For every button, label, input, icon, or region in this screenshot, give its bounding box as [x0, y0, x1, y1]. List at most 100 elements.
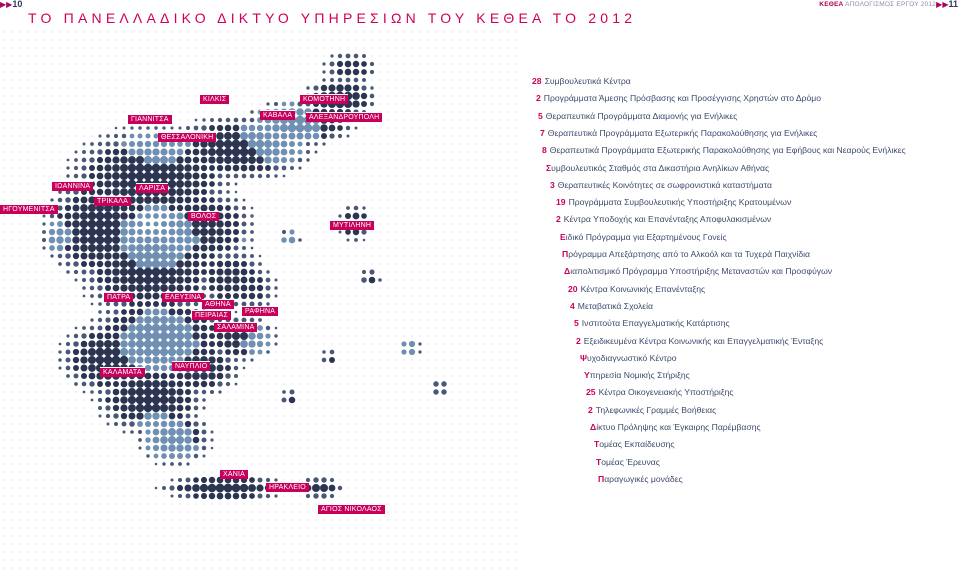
map-dot [113, 413, 119, 419]
map-dot [352, 100, 360, 108]
map-dot [128, 380, 136, 388]
map-dot [167, 435, 177, 445]
right-page-number: ▶▶11 [936, 0, 958, 9]
map-dot [408, 348, 416, 356]
map-dot [177, 453, 183, 459]
map-dot [311, 483, 321, 493]
map-dot [255, 147, 265, 157]
service-label: Μεταβατικά Σχολεία [577, 300, 653, 311]
map-dot [152, 420, 160, 428]
map-dot [306, 158, 310, 162]
map-dot [280, 156, 288, 164]
map-dot [104, 156, 112, 164]
map-dot [208, 348, 216, 356]
map-dot [151, 403, 161, 413]
map-dot [185, 477, 191, 483]
map-dot [103, 355, 113, 365]
map-dot [201, 285, 207, 291]
map-dot [298, 166, 302, 170]
map-dot [225, 197, 231, 203]
map-dot [89, 285, 95, 291]
map-dot [224, 228, 232, 236]
map-dot [160, 284, 168, 292]
map-dot [320, 84, 328, 92]
map-dot [216, 260, 224, 268]
map-dot [58, 350, 62, 354]
map-dot [104, 172, 112, 180]
map-dot [170, 478, 174, 482]
service-label: Θεραπευτικά Προγράμματα Διαμονής για Ενή… [545, 110, 738, 121]
map-dot [234, 182, 238, 186]
map-dot [208, 332, 216, 340]
map-dot [232, 292, 240, 300]
city-label: ΝΑΥΠΛΙΟ [172, 361, 211, 371]
map-dot [95, 219, 105, 229]
city-label: ΙΩΑΝΝΙΝΑ [52, 181, 94, 191]
map-dot [240, 124, 248, 132]
map-dot [104, 188, 112, 196]
map-dot [240, 268, 248, 276]
map-dot [249, 493, 255, 499]
map-dot [248, 284, 256, 292]
map-dot [240, 284, 248, 292]
map-dot [200, 372, 208, 380]
map-dot [136, 348, 144, 356]
map-dot [74, 150, 78, 154]
double-chevron-icon: ▶▶ [0, 0, 13, 9]
map-dot [193, 453, 199, 459]
map-dot [151, 395, 161, 405]
map-dot [175, 171, 185, 181]
map-dot [128, 308, 136, 316]
map-dot [306, 86, 310, 90]
map-dot [256, 484, 264, 492]
map-dot [216, 244, 224, 252]
map-dot [90, 398, 94, 402]
map-dot [104, 276, 112, 284]
service-item: Ψυχοδιαγνωστικό Κέντρο [580, 353, 677, 364]
map-dot [184, 276, 192, 284]
map-dot [224, 124, 232, 132]
map-dot [97, 325, 103, 331]
map-dot [185, 413, 191, 419]
map-dot [217, 173, 223, 179]
map-dot [160, 364, 168, 372]
map-dot [128, 244, 136, 252]
map-dot [241, 229, 247, 235]
map-dot [176, 252, 184, 260]
map-dot [112, 332, 120, 340]
map-dot [247, 139, 257, 149]
map-dot [114, 126, 118, 130]
map-dot [81, 157, 87, 163]
map-dot [113, 133, 119, 139]
map-dot [184, 268, 192, 276]
city-label: ΚΟΜΟΤΗΝΗ [300, 94, 349, 104]
map-dot [105, 389, 111, 395]
map-dot [97, 317, 103, 323]
map-dot [168, 316, 176, 324]
map-dot [208, 276, 216, 284]
map-dot [184, 420, 192, 428]
map-dot [233, 213, 239, 219]
map-dot [186, 462, 190, 466]
map-dot [217, 349, 223, 355]
map-dot [202, 454, 206, 458]
map-dot [160, 196, 168, 204]
map-dot [305, 477, 311, 483]
map-dot [265, 477, 271, 483]
map-dot [208, 268, 216, 276]
map-dot [184, 260, 192, 268]
map-dot [328, 124, 336, 132]
map-dot [288, 132, 296, 140]
map-dot [167, 347, 177, 357]
map-dot [105, 325, 111, 331]
map-dot [138, 126, 142, 130]
map-dot [311, 123, 321, 133]
map-dot [256, 284, 264, 292]
map-dot [257, 269, 263, 275]
map-dot [146, 454, 150, 458]
service-initial: Δ [564, 266, 571, 277]
map-dot [216, 372, 224, 380]
map-dot [231, 483, 241, 493]
map-dot [168, 452, 176, 460]
map-dot [344, 212, 352, 220]
